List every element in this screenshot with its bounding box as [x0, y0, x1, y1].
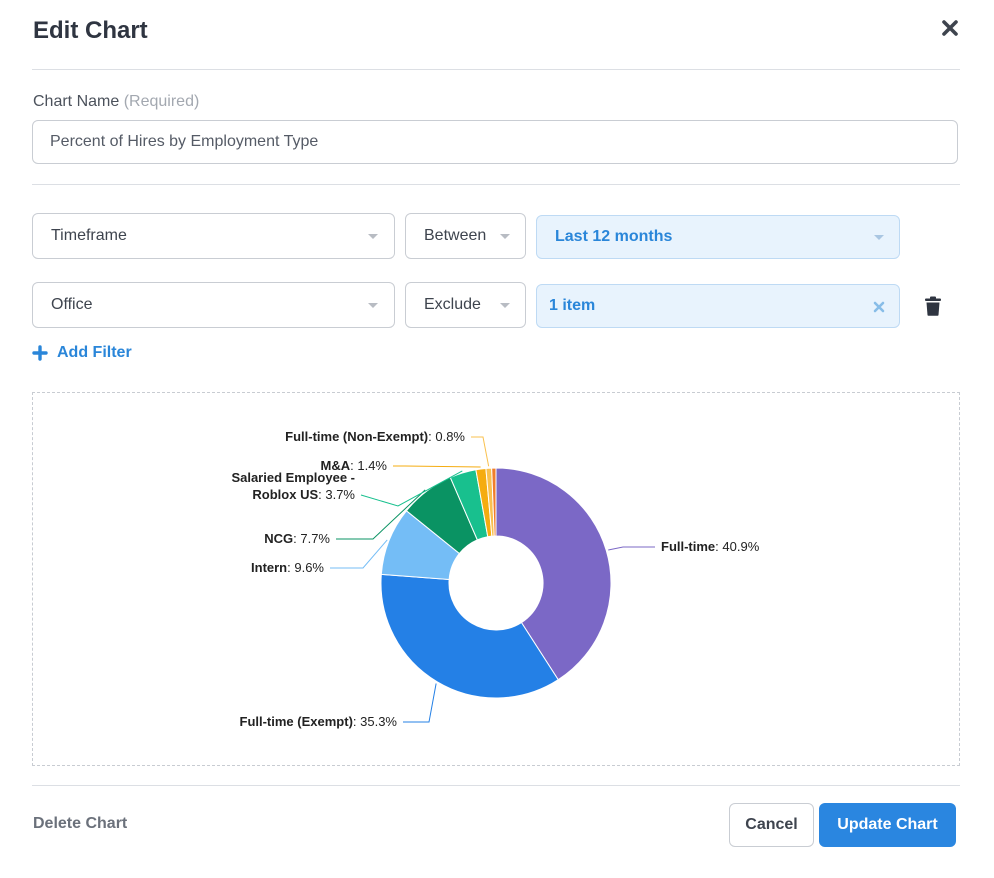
data-label: M&A: 1.4%: [321, 458, 388, 473]
filter-operator-value: Between: [424, 227, 487, 244]
connector-line: [336, 489, 426, 540]
data-label: Intern: 9.6%: [251, 560, 324, 575]
donut-slice: [380, 573, 559, 699]
data-label: NCG: 7.7%: [264, 531, 330, 546]
filter-operator-select[interactable]: Between: [405, 213, 526, 259]
filter-field-value: Office: [51, 296, 93, 313]
clear-icon[interactable]: [873, 300, 885, 313]
connector-line: [608, 546, 655, 551]
section-divider: [32, 184, 960, 185]
dialog-title: Edit Chart: [33, 17, 148, 44]
data-label: Full-time (Exempt): 35.3%: [240, 714, 398, 729]
plus-icon: [32, 345, 48, 361]
chart-name-input[interactable]: [32, 120, 958, 164]
header-divider: [32, 69, 960, 70]
chart-name-label-text: Chart Name: [33, 93, 120, 110]
connector-line: [471, 436, 490, 467]
connector-line: [393, 465, 481, 468]
close-icon[interactable]: [938, 16, 962, 40]
filter-operator-select[interactable]: Exclude: [405, 282, 526, 328]
filter-value-text: Last 12 months: [555, 228, 673, 245]
data-label: Salaried Employee -Roblox US: 3.7%: [231, 470, 355, 502]
filter-field-select[interactable]: Timeframe: [32, 213, 395, 259]
trash-icon[interactable]: [924, 296, 942, 316]
chevron-down-icon: [500, 303, 510, 308]
filter-value-select[interactable]: 1 item: [536, 284, 900, 328]
delete-chart-button[interactable]: Delete Chart: [33, 815, 128, 832]
donut-chart: Full-time: 40.9% Full-time (Exempt): 35.3…: [231, 429, 760, 729]
chart-preview: Full-time: 40.9% Full-time (Exempt): 35.3…: [32, 392, 960, 766]
add-filter-label: Add Filter: [57, 344, 132, 361]
data-label: Full-time: 40.9%: [661, 539, 760, 554]
update-chart-button[interactable]: Update Chart: [819, 803, 956, 847]
add-filter-button[interactable]: Add Filter: [32, 344, 132, 362]
required-hint: (Required): [123, 93, 200, 110]
chevron-down-icon: [500, 234, 510, 239]
chevron-down-icon: [368, 234, 378, 239]
donut-slice: [491, 467, 497, 537]
chart-name-label: Chart Name (Required): [33, 93, 199, 111]
filter-value-select[interactable]: Last 12 months: [536, 215, 900, 259]
connector-line: [330, 539, 388, 569]
filter-field-value: Timeframe: [51, 227, 127, 244]
footer-divider: [32, 785, 960, 786]
chevron-down-icon: [874, 235, 884, 240]
data-label: Full-time (Non-Exempt): 0.8%: [285, 429, 465, 444]
connector-line: [360, 470, 463, 507]
filter-value-text: 1 item: [549, 297, 596, 314]
chevron-down-icon: [368, 303, 378, 308]
filter-operator-value: Exclude: [424, 296, 481, 313]
connector-line: [403, 683, 437, 723]
cancel-button[interactable]: Cancel: [729, 803, 814, 847]
filter-field-select[interactable]: Office: [32, 282, 395, 328]
